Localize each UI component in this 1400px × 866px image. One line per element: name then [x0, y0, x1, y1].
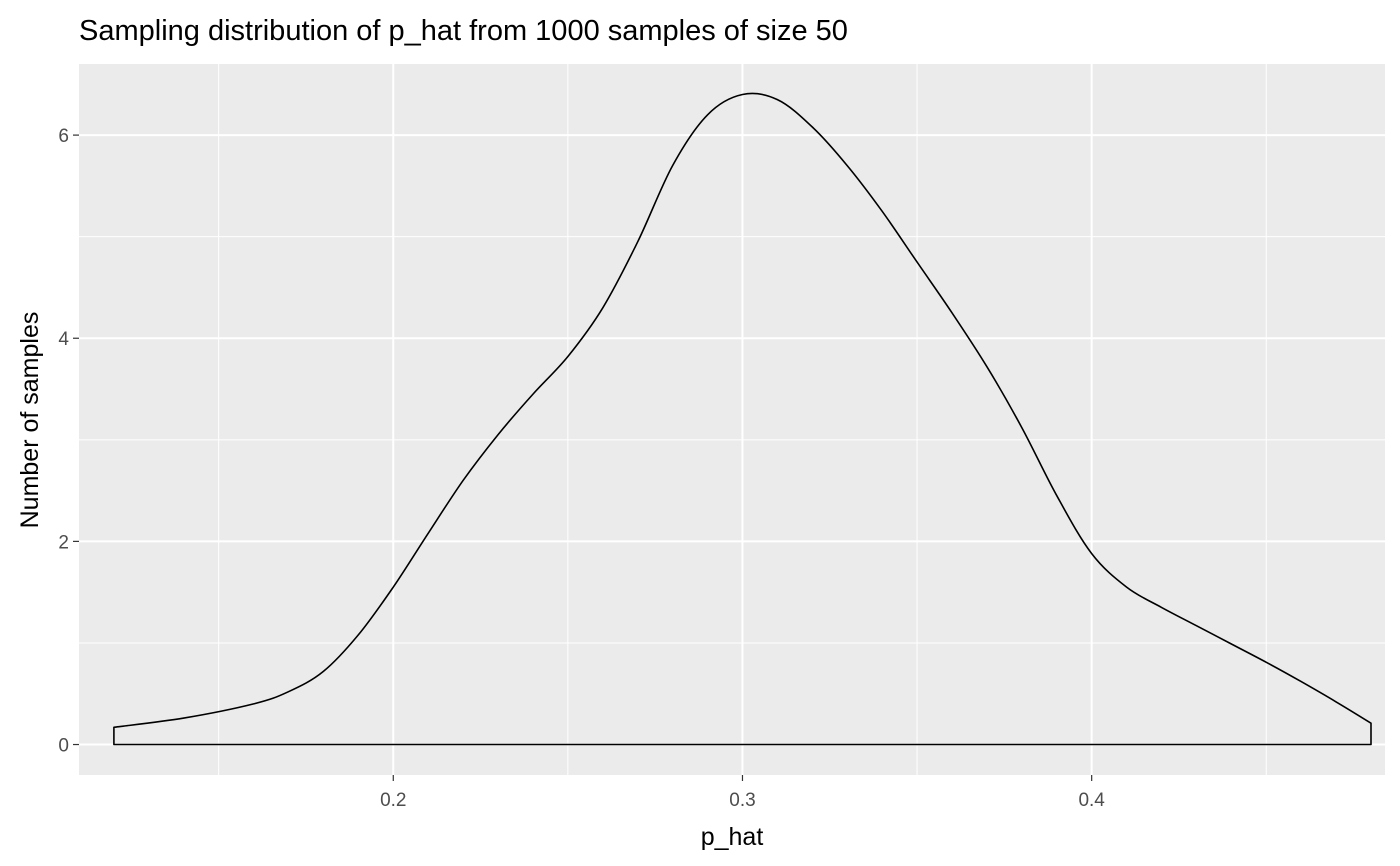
y-axis-title: Number of samples: [16, 312, 44, 529]
chart-title: Sampling distribution of p_hat from 1000…: [79, 15, 848, 47]
x-axis-title: p_hat: [701, 823, 764, 851]
density-curve: [113, 92, 1372, 746]
minor-gridlines: [79, 64, 1385, 775]
y-tick-label-1: 0: [58, 736, 69, 757]
x-tick-label-2: 0.3: [729, 790, 755, 811]
y-tick-label-4: 6: [58, 126, 69, 147]
x-tick-label-3: 0.4: [1078, 790, 1105, 811]
y-tick-label-3: 4: [58, 329, 69, 350]
plot-panel: [79, 64, 1385, 775]
y-axis: 0 2 4 6: [58, 126, 79, 757]
x-axis: 0.2 0.3 0.4: [380, 775, 1105, 811]
y-tick-label-2: 2: [58, 532, 69, 553]
x-tick-label-1: 0.2: [380, 790, 406, 811]
density-layer: [113, 92, 1372, 746]
